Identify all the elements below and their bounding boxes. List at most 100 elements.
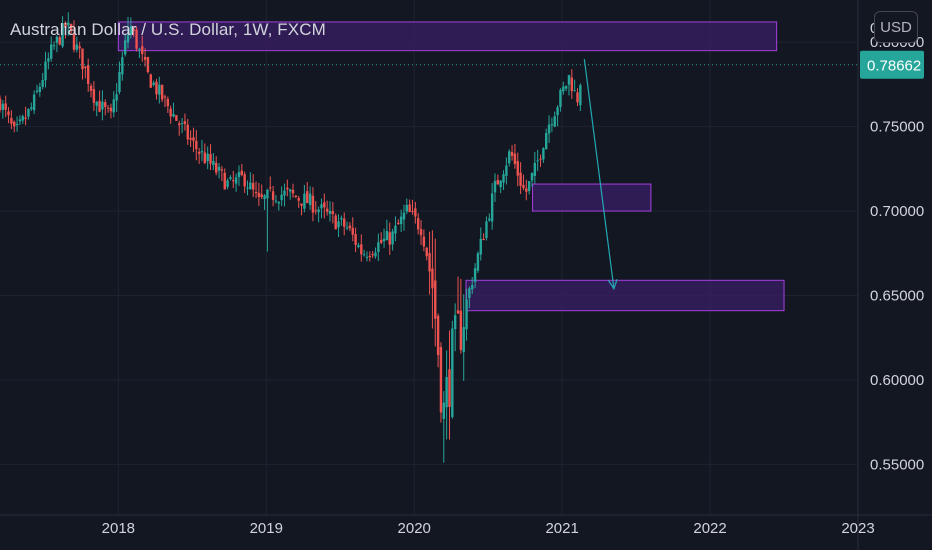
candle: [203, 143, 207, 165]
candle: [277, 201, 280, 211]
candle: [425, 246, 428, 261]
zone-rectangle: [465, 279, 785, 312]
candle-body: [411, 211, 414, 213]
candle-body: [439, 347, 443, 413]
candle-body: [579, 85, 582, 106]
candle: [55, 35, 59, 53]
candle: [340, 215, 343, 226]
candle-body: [300, 203, 303, 206]
candle: [47, 52, 50, 70]
candle-body: [104, 102, 107, 108]
candle: [365, 251, 369, 262]
candle-body: [160, 85, 164, 100]
candle-body: [311, 195, 315, 213]
candle: [368, 251, 372, 262]
candle-body: [269, 187, 272, 189]
candle-body: [92, 89, 96, 103]
candle-body: [445, 376, 448, 408]
currency-button[interactable]: USD: [874, 11, 918, 43]
candle: [75, 36, 79, 53]
candle-body: [13, 121, 16, 127]
candle-body: [7, 111, 10, 116]
candle: [243, 171, 246, 193]
candle-body: [314, 210, 317, 212]
candle: [32, 90, 36, 115]
candle-body: [186, 124, 189, 140]
candle: [58, 35, 61, 46]
candle: [24, 106, 27, 126]
candle-body: [542, 148, 545, 160]
candle: [158, 76, 161, 104]
candle: [249, 172, 252, 190]
candle-body: [163, 96, 167, 98]
candle-body: [553, 116, 556, 127]
candle-body: [399, 216, 403, 225]
candle: [246, 180, 249, 196]
candle-body: [192, 137, 195, 141]
candle: [385, 219, 389, 241]
candle: [115, 83, 118, 112]
candle-body: [135, 29, 138, 49]
candle: [547, 115, 551, 143]
candle: [564, 85, 568, 92]
candle: [459, 278, 463, 354]
candle-body: [527, 181, 531, 192]
candle: [215, 156, 218, 176]
candle: [132, 25, 135, 38]
candle: [118, 61, 121, 95]
candle: [431, 230, 434, 329]
candle: [126, 16, 130, 49]
candle-body: [502, 174, 505, 183]
candle-body: [118, 72, 121, 92]
candle-body: [286, 187, 289, 190]
candle: [160, 84, 164, 103]
candle: [109, 103, 113, 119]
candle-body: [220, 169, 224, 171]
candle-body: [471, 284, 474, 290]
candle-body: [274, 200, 278, 202]
candle: [112, 91, 115, 118]
candle: [493, 173, 497, 202]
candle: [35, 84, 39, 94]
candle-body: [61, 23, 64, 47]
candle-body: [271, 191, 275, 200]
candle-body: [288, 189, 292, 192]
symbol-title: Australian Dollar / U.S. Dollar, 1W, FXC…: [10, 20, 326, 39]
candle: [95, 100, 98, 117]
candle: [362, 249, 366, 257]
candle-body: [533, 162, 537, 176]
candle-body: [365, 256, 369, 258]
candle: [419, 220, 423, 245]
y-tick-label: 0.70000: [870, 203, 924, 220]
candle-body: [436, 315, 440, 356]
candle: [567, 74, 571, 96]
candle: [468, 286, 471, 309]
x-tick-label: 2019: [250, 520, 283, 537]
candle-body: [465, 299, 468, 330]
candle-body: [52, 45, 56, 47]
candle-body: [468, 288, 471, 298]
candle-body: [490, 193, 494, 222]
candle-body: [95, 101, 98, 106]
candle-body: [397, 222, 400, 225]
candle-body: [348, 225, 352, 229]
candle: [479, 227, 482, 261]
candle-body: [442, 402, 445, 420]
candle: [200, 139, 204, 162]
candle: [152, 80, 155, 87]
candle-body: [280, 194, 283, 201]
candle-body: [234, 177, 238, 184]
candle: [579, 83, 582, 112]
candle-body: [564, 85, 568, 89]
candle: [485, 216, 488, 241]
candle: [308, 186, 312, 210]
candle-body: [530, 172, 534, 181]
candle: [382, 228, 386, 248]
candle: [428, 231, 431, 295]
candle: [0, 95, 2, 113]
candle-body: [166, 98, 170, 107]
candle: [505, 157, 508, 185]
candle: [476, 251, 480, 273]
